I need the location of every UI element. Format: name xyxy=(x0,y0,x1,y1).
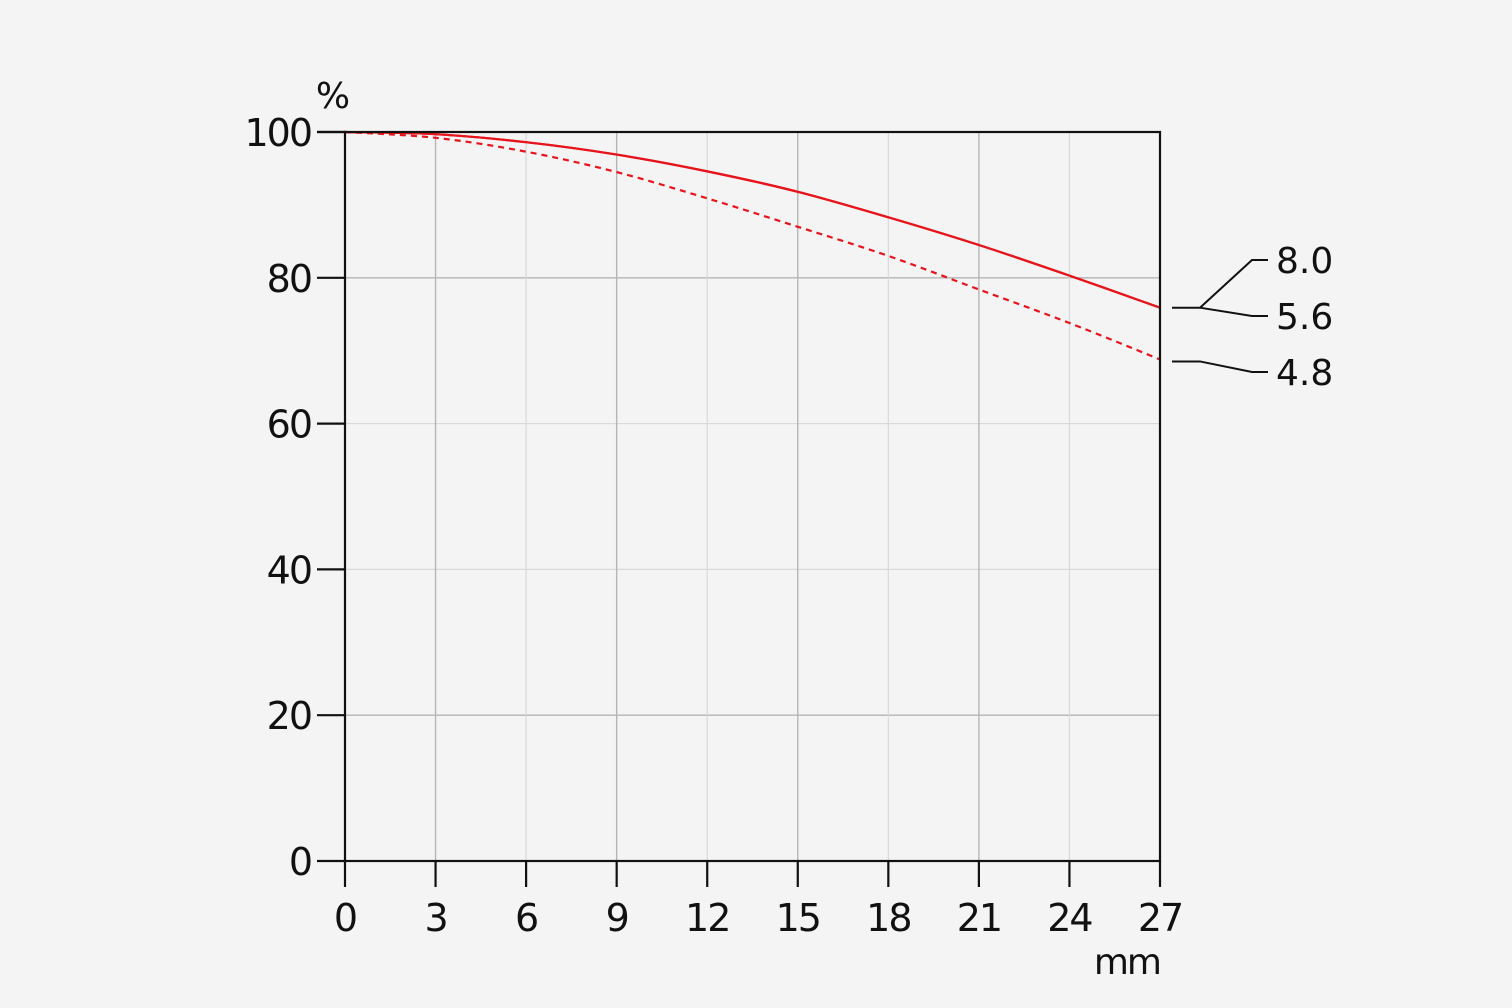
legend-label-5-6: 5.6 xyxy=(1276,297,1333,338)
x-tick-label: 18 xyxy=(866,896,910,940)
y-tick-label: 60 xyxy=(267,403,311,447)
plot-border xyxy=(343,130,1162,863)
axis-ticks: 0 20 40 60 80 100 0 3 6 9 12 15 18 21 24 27 xyxy=(244,111,1184,940)
series-line-5-6 xyxy=(344,130,1161,309)
legend-leader-8-0 xyxy=(1172,259,1268,309)
grid xyxy=(345,132,1160,861)
legend-label-4-8: 4.8 xyxy=(1276,353,1333,394)
series-line-8-0 xyxy=(344,130,1161,309)
legend-leader-5-6 xyxy=(1199,306,1268,317)
legend: 8.0 5.6 4.8 xyxy=(1172,241,1333,394)
x-tick-label: 24 xyxy=(1047,896,1092,940)
x-tick-label: 3 xyxy=(424,896,446,940)
x-tick-label: 15 xyxy=(776,896,820,940)
plot-frame xyxy=(317,130,1162,863)
x-axis-label: mm xyxy=(1094,942,1160,983)
legend-label-8-0: 8.0 xyxy=(1276,241,1333,282)
y-tick-label: 20 xyxy=(267,694,311,738)
x-tick-label: 9 xyxy=(606,896,628,940)
legend-leader-4-8 xyxy=(1172,360,1268,373)
y-tick-label: 100 xyxy=(244,111,311,155)
series-line-4-8 xyxy=(344,130,1161,361)
x-tick-label: 21 xyxy=(957,896,1001,940)
x-tick-label: 27 xyxy=(1138,896,1182,940)
x-tick-label: 6 xyxy=(515,896,537,940)
y-tick-label: 40 xyxy=(267,548,311,592)
x-tick-label: 0 xyxy=(334,896,356,940)
y-axis-label: % xyxy=(316,76,349,117)
y-tick-label: 0 xyxy=(289,840,311,884)
x-tick-label: 12 xyxy=(685,896,729,940)
plot-area xyxy=(344,130,1161,361)
y-tick-label: 80 xyxy=(267,257,311,301)
